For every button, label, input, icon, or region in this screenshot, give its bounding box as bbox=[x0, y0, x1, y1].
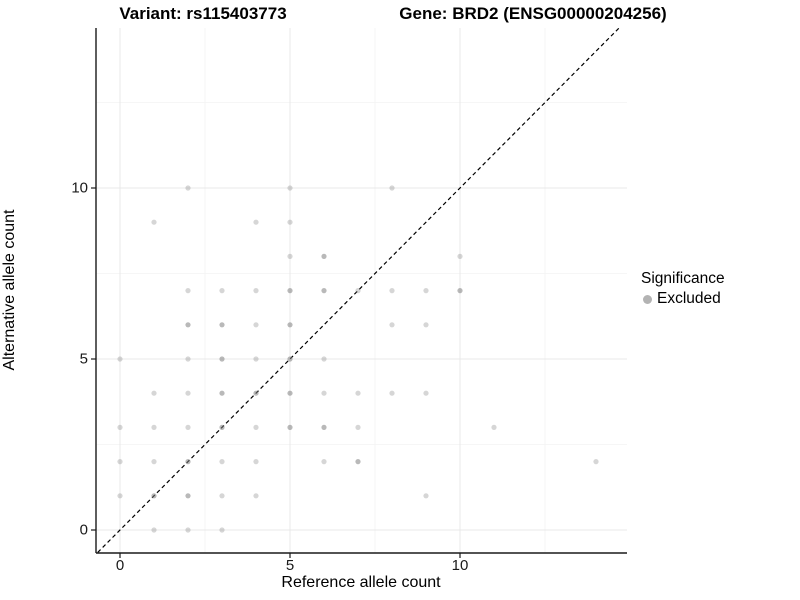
data-point bbox=[287, 356, 293, 362]
data-point bbox=[491, 424, 497, 430]
y-tick-label: 10 bbox=[71, 179, 88, 197]
data-point bbox=[423, 288, 429, 294]
data-point bbox=[151, 219, 157, 225]
data-point bbox=[321, 288, 327, 294]
data-point bbox=[185, 390, 191, 396]
y-tick-label: 5 bbox=[79, 350, 88, 368]
data-point bbox=[253, 219, 259, 225]
data-point bbox=[593, 459, 599, 465]
y-axis-label: Alternative allele count bbox=[1, 209, 18, 371]
data-point bbox=[151, 390, 157, 396]
data-point bbox=[287, 424, 293, 430]
data-point bbox=[355, 288, 361, 294]
data-point bbox=[287, 185, 293, 191]
data-point bbox=[117, 493, 123, 499]
data-point bbox=[355, 424, 361, 430]
data-point bbox=[151, 527, 157, 533]
data-point bbox=[287, 322, 293, 328]
data-point bbox=[253, 459, 259, 465]
data-point bbox=[457, 253, 463, 259]
data-point bbox=[287, 219, 293, 225]
data-point bbox=[423, 322, 429, 328]
data-point bbox=[253, 288, 259, 294]
data-point bbox=[185, 288, 191, 294]
data-point bbox=[355, 390, 361, 396]
legend-entry: Excluded bbox=[643, 290, 725, 308]
data-point bbox=[117, 459, 123, 465]
data-point bbox=[321, 253, 327, 259]
data-point bbox=[389, 288, 395, 294]
data-point bbox=[117, 356, 123, 362]
data-point bbox=[355, 459, 361, 465]
identity-line bbox=[96, 28, 620, 553]
plot-title-variant: Variant: rs115403773 bbox=[119, 4, 287, 23]
data-point bbox=[287, 390, 293, 396]
plot-title-gene: Gene: BRD2 (ENSG00000204256) bbox=[399, 4, 667, 23]
data-point bbox=[423, 493, 429, 499]
data-point bbox=[287, 288, 293, 294]
data-point bbox=[321, 356, 327, 362]
x-tick-label: 0 bbox=[115, 557, 125, 574]
data-point bbox=[151, 493, 157, 499]
legend-entry-label: Excluded bbox=[657, 290, 721, 307]
data-point bbox=[219, 356, 225, 362]
legend-point-icon bbox=[643, 294, 652, 304]
data-point bbox=[219, 390, 225, 396]
data-point bbox=[253, 493, 259, 499]
data-point bbox=[219, 527, 225, 533]
data-point bbox=[389, 390, 395, 396]
legend: Significance Excluded bbox=[641, 270, 725, 308]
data-point bbox=[185, 527, 191, 533]
data-point bbox=[151, 424, 157, 430]
data-point bbox=[219, 288, 225, 294]
data-point bbox=[151, 459, 157, 465]
data-point bbox=[185, 356, 191, 362]
data-point bbox=[423, 390, 429, 396]
data-point bbox=[457, 288, 463, 294]
data-point bbox=[253, 424, 259, 430]
data-point bbox=[253, 356, 259, 362]
data-point bbox=[117, 424, 123, 430]
x-axis-label: Reference allele count bbox=[281, 574, 441, 591]
data-point bbox=[321, 390, 327, 396]
data-point bbox=[219, 424, 225, 430]
data-point bbox=[389, 185, 395, 191]
data-point bbox=[253, 322, 259, 328]
data-point bbox=[185, 424, 191, 430]
data-point bbox=[185, 459, 191, 465]
legend-title: Significance bbox=[641, 270, 725, 287]
data-point bbox=[219, 459, 225, 465]
data-point bbox=[253, 390, 259, 396]
data-point bbox=[389, 322, 395, 328]
data-point bbox=[185, 322, 191, 328]
x-tick-label: 5 bbox=[285, 557, 295, 574]
data-point bbox=[321, 424, 327, 430]
data-point bbox=[219, 493, 225, 499]
y-tick-label: 0 bbox=[79, 521, 88, 539]
data-point bbox=[185, 185, 191, 191]
x-tick-label: 10 bbox=[451, 557, 469, 574]
data-point bbox=[185, 493, 191, 499]
data-point bbox=[321, 459, 327, 465]
data-point bbox=[219, 322, 225, 328]
data-point bbox=[287, 253, 293, 259]
